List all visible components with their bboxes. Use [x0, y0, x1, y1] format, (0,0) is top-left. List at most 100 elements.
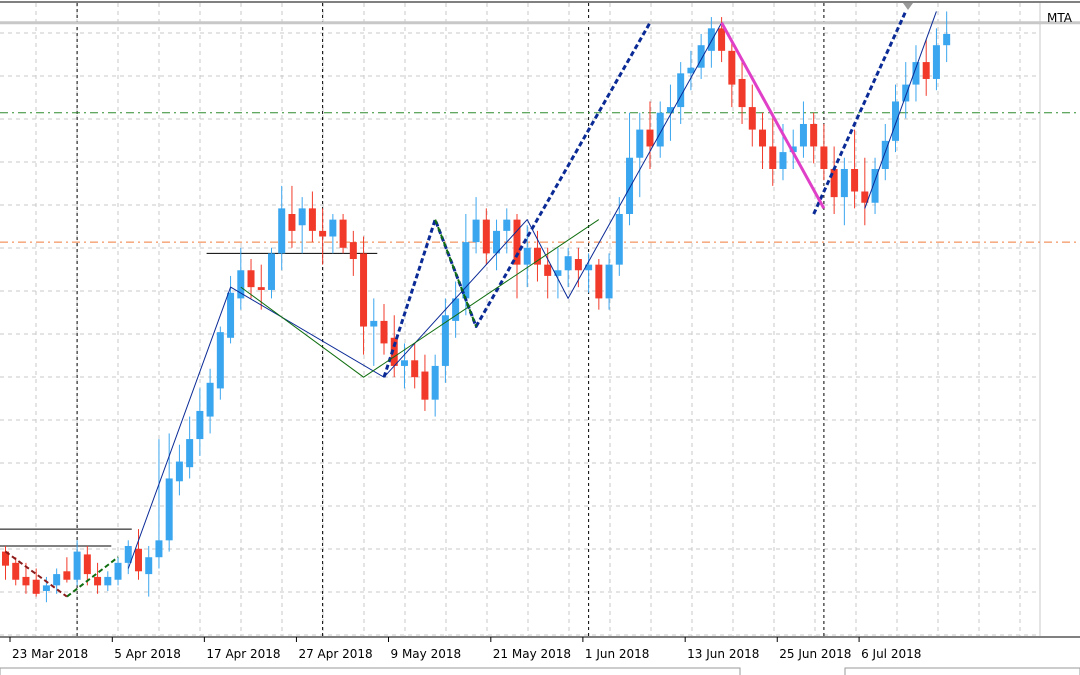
zigzag-blue-1 [127, 22, 723, 569]
grid-layer [0, 3, 1041, 636]
candle-up [53, 574, 61, 586]
candle-down [411, 360, 419, 378]
candle-up [881, 140, 889, 169]
candle-up [707, 28, 715, 51]
candle-down [574, 259, 582, 271]
candle-down [810, 123, 818, 147]
horizontal-scrollbar-right[interactable] [844, 667, 1080, 675]
candle-up [932, 45, 940, 79]
candle-up [186, 439, 194, 468]
x-tick-label: 6 Jul 2018 [861, 647, 921, 661]
candle-down [482, 219, 490, 254]
zigzag-magenta [720, 21, 826, 210]
candle-down [533, 247, 541, 265]
zigzag-layer [4, 10, 937, 598]
candle-up [155, 540, 163, 558]
label-layer: MTA 23 Mar 2018 5 Apr 2018 17 Apr 2018 27 A… [9, 11, 1073, 661]
candle-down [718, 28, 726, 51]
candle-down [861, 191, 869, 203]
candle-down [738, 78, 746, 108]
candle-down [94, 576, 102, 586]
symbol-label: MTA [1047, 11, 1073, 25]
candle-down [319, 230, 327, 237]
candle-up [626, 157, 634, 214]
candle-up [114, 562, 122, 580]
candle-down [769, 146, 777, 169]
x-tick-label: 5 Apr 2018 [114, 647, 181, 661]
candle-up [779, 152, 787, 169]
x-tick-label: 13 Jun 2018 [687, 647, 759, 661]
candle-down [22, 576, 30, 586]
zigzag-green-1 [66, 556, 119, 598]
zigzag-darkred [4, 550, 68, 598]
candle-up [564, 256, 572, 271]
level-layer [0, 21, 1080, 547]
candle-down [748, 107, 756, 130]
shift-marker-icon[interactable] [903, 3, 913, 10]
x-tick-label: 23 Mar 2018 [12, 647, 88, 661]
candle-down [339, 219, 347, 248]
x-tick-label: 25 Jun 2018 [779, 647, 851, 661]
zigzag-green-2 [434, 219, 478, 327]
candle-up [472, 219, 480, 243]
candle-down [646, 129, 654, 147]
candle-up [789, 146, 797, 153]
candle-down [390, 337, 398, 366]
x-tick-label: 1 Jun 2018 [585, 647, 650, 661]
candle-up [441, 315, 449, 366]
horizontal-scrollbar[interactable] [0, 667, 741, 675]
candle-down [922, 62, 930, 79]
candle-up [278, 208, 286, 254]
candle-down [63, 571, 71, 580]
x-tick-label: 9 May 2018 [391, 647, 462, 661]
candle-up [615, 214, 623, 265]
zigzag-green-3 [240, 219, 600, 378]
candle-layer [2, 11, 951, 603]
candle-up [227, 292, 235, 338]
candle-up [493, 230, 501, 254]
candle-up [298, 208, 306, 226]
candle-up [871, 168, 879, 203]
candle-up [503, 219, 511, 231]
candle-up [687, 67, 695, 74]
candle-down [820, 146, 828, 169]
candle-down [308, 208, 316, 231]
candle-up [175, 461, 183, 482]
candle-down [2, 551, 9, 566]
candle-up [42, 585, 50, 591]
candle-up [523, 247, 531, 265]
candle-up [165, 478, 173, 541]
candle-down [288, 214, 296, 231]
candle-down [595, 264, 603, 299]
candle-down [32, 579, 40, 594]
x-tick-label: 17 Apr 2018 [206, 647, 280, 661]
candle-up [677, 73, 685, 108]
candle-up [370, 320, 378, 327]
candle-down [380, 320, 388, 344]
x-tick-label: 27 Apr 2018 [298, 647, 372, 661]
candle-down [830, 168, 838, 198]
candle-down [257, 287, 265, 290]
candle-up [73, 551, 81, 580]
candle-up [206, 382, 214, 417]
candle-up [124, 545, 132, 563]
candle-up [902, 84, 910, 102]
candle-up [636, 129, 644, 158]
candle-up [431, 365, 439, 400]
candle-up [892, 101, 900, 141]
candle-up [145, 557, 153, 575]
candle-down [134, 548, 142, 572]
candle-up [196, 410, 204, 440]
candle-up [554, 270, 562, 276]
candle-up [237, 270, 245, 299]
candle-down [728, 50, 736, 85]
candle-up [452, 298, 460, 321]
candle-down [360, 253, 368, 327]
candle-up [104, 576, 112, 586]
candle-up [605, 264, 613, 299]
candle-up [216, 332, 224, 389]
candle-down [247, 270, 255, 288]
